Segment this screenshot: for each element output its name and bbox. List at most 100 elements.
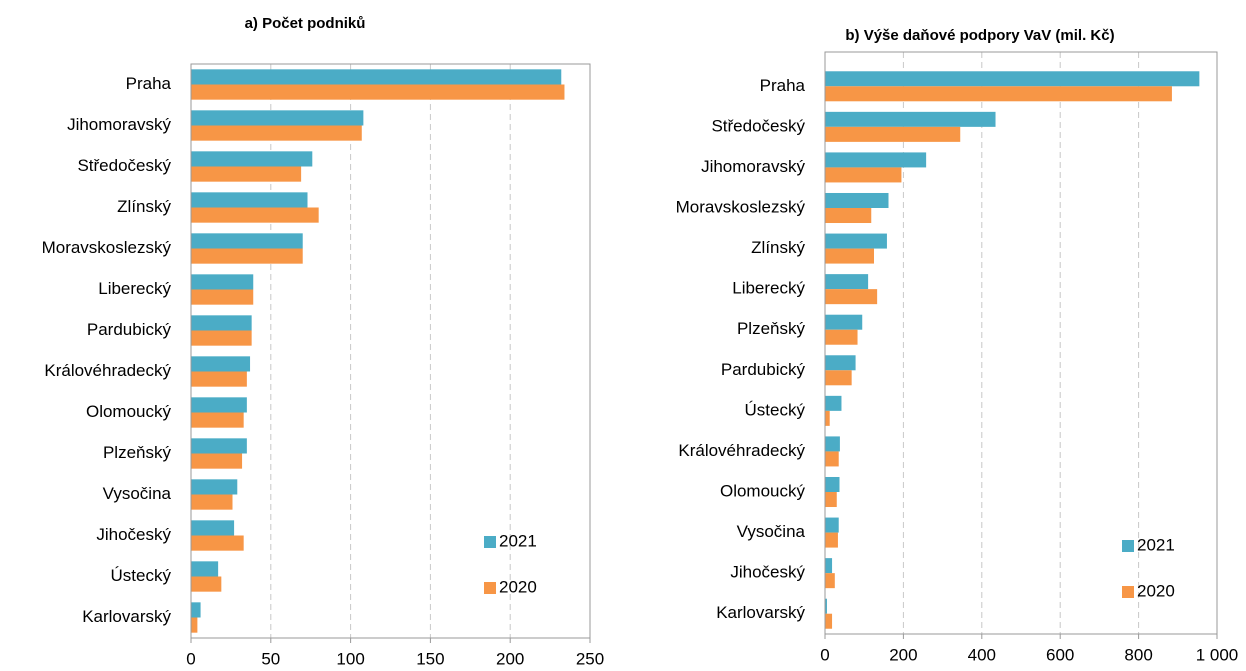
bar: [191, 192, 308, 208]
plot-frame: [190, 63, 591, 639]
bar: [191, 69, 562, 85]
y-tick-label: Pardubický: [87, 320, 172, 339]
y-tick-label: Jihomoravský: [67, 115, 171, 134]
y-tick-label: Středočeský: [711, 116, 805, 135]
bar: [191, 453, 243, 469]
x-tick-label: 200: [496, 649, 524, 668]
x-tick-label: 400: [968, 645, 996, 664]
bar: [825, 395, 842, 411]
legend-swatch: [1122, 540, 1134, 552]
bar: [191, 274, 254, 290]
legend-label: 2021: [1137, 535, 1175, 554]
bar: [825, 517, 839, 533]
bar: [825, 329, 858, 345]
bar: [191, 233, 303, 249]
bar: [191, 535, 244, 551]
x-tick-label: 50: [261, 649, 280, 668]
bar: [825, 355, 856, 371]
y-tick-label: Středočeský: [77, 156, 171, 175]
x-tick-label: 1 000: [1196, 645, 1239, 664]
legend-swatch: [484, 582, 496, 594]
y-tick-label: Jihočeský: [96, 525, 171, 544]
y-tick-label: Praha: [760, 76, 806, 95]
bar: [191, 371, 247, 387]
bar: [191, 356, 251, 372]
y-tick-label: Praha: [126, 74, 172, 93]
bar: [825, 451, 839, 467]
legend-label: 2020: [1137, 581, 1175, 600]
legend-label: 2020: [499, 577, 537, 596]
chart-title: a) Počet podniků: [245, 15, 366, 32]
x-tick-label: 0: [186, 649, 195, 668]
bar: [825, 111, 996, 127]
y-tick-label: Pardubický: [721, 360, 806, 379]
bar: [191, 561, 219, 577]
y-tick-label: Olomoucký: [86, 402, 172, 421]
bar: [191, 207, 319, 223]
bar: [825, 370, 852, 386]
bar: [191, 125, 362, 141]
bar: [825, 436, 840, 452]
y-tick-label: Olomoucký: [720, 481, 806, 500]
bar: [825, 492, 837, 508]
bar: [825, 192, 889, 208]
y-tick-label: Liberecký: [732, 279, 805, 298]
legend-label: 2021: [499, 531, 537, 550]
legend-swatch: [484, 536, 496, 548]
bar: [825, 233, 887, 249]
y-tick-label: Vysočina: [103, 484, 172, 503]
bar: [191, 412, 244, 428]
bar: [825, 167, 902, 183]
y-tick-label: Královéhradecký: [678, 441, 805, 460]
y-tick-label: Plzeňský: [103, 443, 172, 462]
bar: [825, 71, 1200, 87]
bar: [191, 315, 252, 331]
y-tick-label: Zlínský: [751, 238, 805, 257]
bar: [191, 617, 198, 633]
bar: [825, 152, 927, 168]
bar: [191, 151, 313, 167]
bar: [825, 476, 840, 492]
bar: [191, 520, 235, 536]
y-tick-label: Karlovarský: [82, 607, 171, 626]
y-tick-label: Moravskoslezský: [676, 197, 806, 216]
bar: [191, 110, 364, 126]
bar: [825, 532, 838, 548]
bar: [191, 576, 222, 592]
x-tick-label: 800: [1124, 645, 1152, 664]
bar: [825, 410, 830, 426]
chart-title: b) Výše daňové podpory VaV (mil. Kč): [845, 27, 1114, 44]
bar: [191, 397, 247, 413]
bar: [191, 289, 254, 305]
bar: [191, 166, 302, 182]
bar: [191, 84, 565, 100]
bar: [825, 86, 1172, 102]
x-tick-label: 100: [336, 649, 364, 668]
y-tick-label: Karlovarský: [716, 603, 805, 622]
y-tick-label: Liberecký: [98, 279, 171, 298]
bar: [191, 330, 252, 346]
bar: [825, 598, 827, 614]
legend-swatch: [1122, 586, 1134, 598]
bar: [825, 558, 833, 574]
x-tick-label: 150: [416, 649, 444, 668]
plot-frame: [824, 51, 1218, 635]
bar: [191, 479, 238, 495]
bar: [825, 314, 863, 330]
y-tick-label: Moravskoslezský: [42, 238, 172, 257]
y-tick-label: Jihočeský: [730, 563, 805, 582]
bar: [825, 613, 833, 629]
x-tick-label: 0: [820, 645, 829, 664]
bar: [191, 248, 303, 264]
bar: [825, 126, 961, 142]
bar: [825, 289, 878, 305]
bar: [191, 438, 247, 454]
x-tick-label: 600: [1046, 645, 1074, 664]
y-tick-label: Ústecký: [111, 566, 172, 585]
bar: [191, 602, 201, 618]
x-tick-label: 250: [576, 649, 604, 668]
y-tick-label: Zlínský: [117, 197, 171, 216]
y-tick-label: Královéhradecký: [44, 361, 171, 380]
bar: [825, 248, 874, 264]
bar: [825, 274, 869, 290]
